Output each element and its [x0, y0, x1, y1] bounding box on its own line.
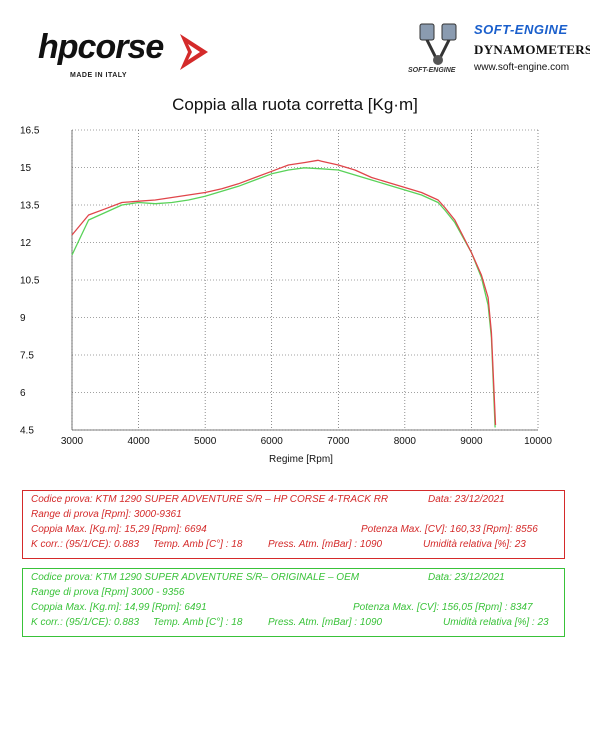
x-tick-label: 4000: [127, 436, 150, 447]
red-test-kcorr: K corr.: (95/1/CE): 0.883: [31, 539, 140, 550]
chart-title: Coppia alla ruota corretta [Kg·m]: [172, 95, 418, 114]
y-tick-label: 10.5: [20, 276, 40, 287]
red-test-code: Codice prova: KTM 1290 SUPER ADVENTURE S…: [31, 494, 389, 505]
green-test-info-box: Codice prova: KTM 1290 SUPER ADVENTURE S…: [22, 568, 565, 637]
x-tick-label: 10000: [524, 436, 552, 447]
piston-emblem-icon: SOFT-ENGINE: [408, 23, 457, 74]
hpcorse-tagline: MADE IN ITALY: [70, 72, 128, 79]
green-test-code: Codice prova: KTM 1290 SUPER ADVENTURE S…: [31, 572, 360, 583]
y-tick-label: 4.5: [20, 426, 34, 437]
hpcorse-chevron-icon: [180, 34, 208, 70]
red-test-max-torque: Coppia Max. [Kg.m]: 15,29 [Rpm]: 6694: [31, 524, 207, 535]
green-test-temp: Temp. Amb [C°] : 18: [153, 617, 243, 628]
y-tick-label: 16.5: [20, 126, 40, 137]
series-line-green: [71, 167, 496, 428]
x-tick-label: 3000: [61, 436, 84, 447]
x-tick-label: 6000: [261, 436, 284, 447]
y-axis-ticks: 16.5 15 13.5 12 10.5 9 7.5 6 4.5: [20, 126, 40, 437]
green-test-kcorr: K corr.: (95/1/CE): 0.883: [31, 617, 140, 628]
red-test-temp: Temp. Amb [C°] : 18: [153, 539, 243, 550]
red-test-max-power: Potenza Max. [CV]: 160,33 [Rpm]: 8556: [361, 524, 538, 535]
green-test-pressure: Press. Atm. [mBar] : 1090: [268, 617, 383, 628]
green-test-humidity: Umidità relativa [%] : 23: [443, 617, 549, 628]
x-tick-label: 5000: [194, 436, 217, 447]
red-test-humidity: Umidità relativa [%]: 23: [423, 539, 526, 550]
x-tick-label: 7000: [327, 436, 350, 447]
y-tick-label: 9: [20, 313, 26, 324]
red-test-date: Data: 23/12/2021: [428, 494, 505, 505]
soft-engine-tagline: DYNAMOMETERS: [474, 42, 590, 57]
green-test-date: Data: 23/12/2021: [428, 572, 505, 583]
x-axis-label: Regime [Rpm]: [269, 454, 333, 465]
red-test-pressure: Press. Atm. [mBar] : 1090: [268, 539, 383, 550]
x-axis-ticks: 3000 4000 5000 6000 7000 8000 9000 10000: [61, 436, 552, 447]
x-tick-label: 9000: [460, 436, 483, 447]
green-test-range: Range di prova [Rpm] 3000 - 9356: [31, 587, 185, 598]
soft-engine-url: www.soft-engine.com: [474, 62, 570, 73]
series-line-red: [71, 159, 497, 426]
torque-chart: 16.5 15 13.5 12 10.5 9 7.5 6 4.5 3000 4000 5000 600…: [20, 126, 552, 466]
green-test-max-torque: Coppia Max. [Kg.m]: 14,99 [Rpm]: 6491: [31, 602, 207, 613]
red-test-info-box: Codice prova: KTM 1290 SUPER ADVENTURE S…: [22, 490, 565, 559]
soft-engine-logo: SOFT-ENGINE SOFT-ENGINE DYNAMOMETERS www…: [402, 20, 590, 80]
chart-grid: [71, 129, 539, 431]
emblem-text: SOFT-ENGINE: [408, 67, 456, 74]
chart-series: [71, 159, 497, 428]
hpcorse-logo: hpcorse MADE IN ITALY: [38, 24, 218, 94]
green-test-max-power: Potenza Max. [CV]: 156,05 [Rpm] : 8347: [353, 602, 533, 613]
y-tick-label: 13.5: [20, 201, 40, 212]
hpcorse-logo-wordmark: hpcorse: [38, 28, 164, 66]
red-test-range: Range di prova [Rpm]: 3000-9361: [31, 509, 182, 520]
y-tick-label: 6: [20, 388, 26, 399]
y-tick-label: 12: [20, 238, 32, 249]
y-tick-label: 15: [20, 163, 32, 174]
x-tick-label: 8000: [394, 436, 417, 447]
soft-engine-title: SOFT-ENGINE: [474, 22, 568, 37]
y-tick-label: 7.5: [20, 351, 34, 362]
